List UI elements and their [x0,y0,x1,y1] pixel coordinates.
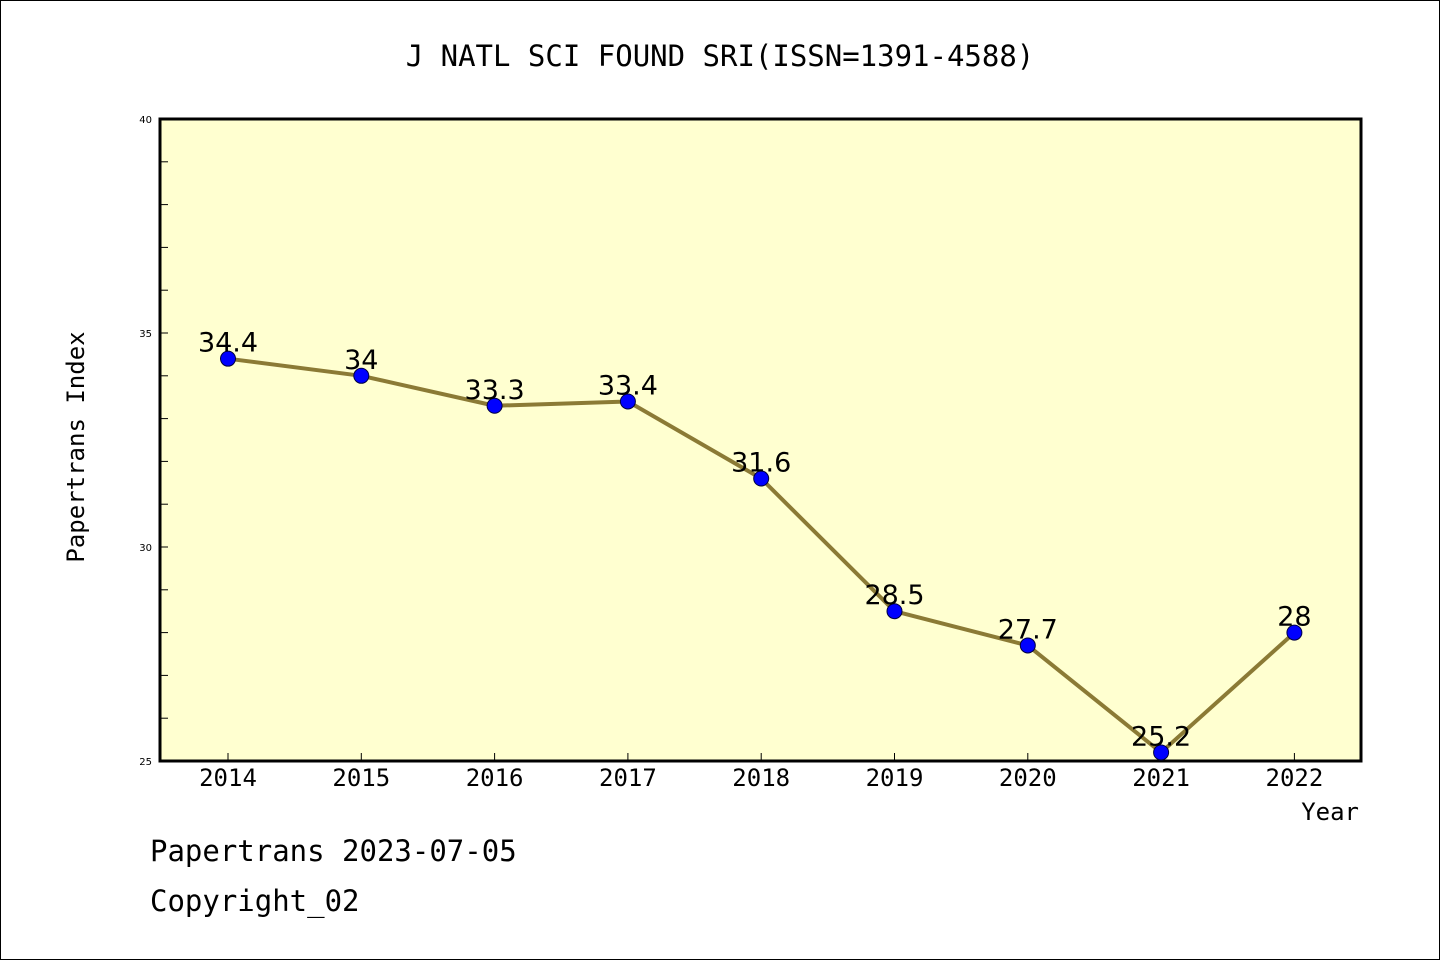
data-point-marker [1019,637,1036,654]
data-label: 34.4 [198,328,258,359]
data-point-marker [486,397,503,414]
x-axis: 2014 2015 2016 2017 2018 2019 2020 2021 2022 [199,753,1323,792]
x-tick-label: 2020 [999,764,1057,792]
x-tick-label: 2019 [866,764,924,792]
x-tick-label: 2021 [1132,764,1190,792]
y-tick-label: 25 [139,757,152,768]
x-tick-label: 2018 [732,764,790,792]
y-tick-label: 40 [139,115,152,126]
y-tick-label: 30 [139,543,152,554]
data-label: 27.7 [998,614,1058,645]
footer-copyright: Copyright_02 [150,884,360,918]
x-tick-label: 2014 [199,764,257,792]
y-tick-label: 35 [139,329,152,340]
data-point-marker [753,470,770,487]
data-label: 28 [1277,602,1311,633]
data-labels: 34.4 34 33.3 33.4 31.6 28.5 27.7 25.2 28 [198,328,1312,753]
x-tick-label: 2022 [1266,764,1324,792]
plot-area [158,117,1363,763]
data-point-marker [1153,744,1170,761]
data-point-marker [886,603,903,620]
data-point-marker [1286,624,1303,641]
markers [220,350,1303,761]
data-point-marker [220,350,236,367]
y-axis: 25 30 35 40 [139,115,168,768]
x-tick-label: 2017 [599,764,657,792]
data-label: 31.6 [731,448,791,479]
footer-date: Papertrans 2023-07-05 [150,834,517,868]
data-point-marker [619,393,636,410]
chart-title: J NATL SCI FOUND SRI(ISSN=1391-4588) [406,39,1035,73]
data-label: 34 [344,345,378,376]
y-axis-label: Papertrans Index [62,331,90,562]
data-point-marker [353,367,370,384]
data-label: 33.4 [598,370,658,401]
data-label: 33.3 [465,375,525,406]
data-label: 25.2 [1131,721,1191,752]
x-tick-label: 2016 [466,764,524,792]
data-label: 28.5 [864,580,924,611]
x-axis-label: Year [1301,798,1359,826]
x-tick-label: 2015 [332,764,390,792]
